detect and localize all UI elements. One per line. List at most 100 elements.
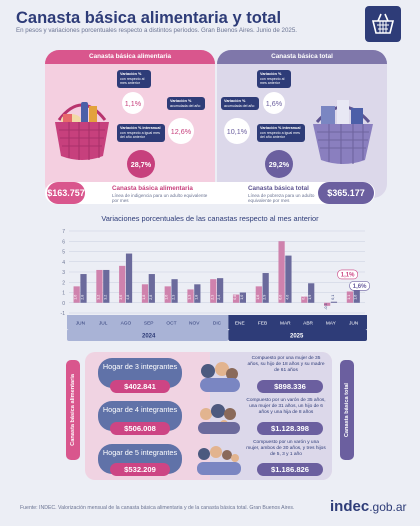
y-tick-label: 6 bbox=[62, 239, 65, 245]
bar-cbt bbox=[148, 274, 155, 303]
bar-value-label: 1,6 bbox=[165, 295, 169, 300]
bar-cbt bbox=[80, 274, 87, 303]
year-label: 2024 bbox=[142, 334, 156, 340]
y-tick-label: 4 bbox=[62, 260, 65, 266]
y-tick-label: 0 bbox=[62, 301, 65, 307]
x-tick-label: MAR bbox=[280, 321, 291, 327]
cba-var-month-tag: Variación % con respecto al mes anterior bbox=[117, 70, 151, 88]
hogar-3-desc: Compuesto por una mujer de 35 años, su h… bbox=[247, 356, 325, 373]
bar-value-label: -0,3 bbox=[324, 304, 328, 310]
bar-cbt bbox=[308, 283, 315, 303]
basket-icon bbox=[365, 6, 401, 42]
x-tick-label: JUL bbox=[99, 321, 108, 327]
bar-cbt bbox=[262, 273, 269, 303]
cbt-var-year-title: Variación % interanual bbox=[260, 126, 301, 130]
cba-var-year-title: Variación % interanual bbox=[120, 126, 161, 130]
bar-cbt bbox=[285, 255, 292, 303]
bar-cba bbox=[210, 279, 217, 303]
bar-cba bbox=[346, 291, 354, 303]
hogar-4-cbt: $1.128.398 bbox=[257, 422, 323, 435]
bar-value-label: 1,3 bbox=[188, 295, 192, 300]
cbt-var-year-value: 29,2% bbox=[265, 150, 293, 178]
x-tick-label: JUN bbox=[76, 321, 86, 327]
side-label-cbt: Canasta básica total bbox=[340, 360, 354, 460]
cba-var-accum-sub: acumulada del año bbox=[170, 103, 201, 108]
indec-logo[interactable]: indec.gob.ar bbox=[330, 498, 407, 515]
bar-value-label: 1,6 bbox=[256, 295, 260, 300]
cba-price: $163.757 bbox=[47, 182, 85, 204]
bar-value-label: 3,6 bbox=[119, 295, 123, 300]
cba-var-month-title: Variación % bbox=[120, 72, 142, 76]
cba-summary-sub: Línea de indigencia para un adulto equiv… bbox=[112, 193, 208, 203]
bar-value-label: 2,3 bbox=[210, 295, 214, 300]
bar-cba bbox=[232, 294, 240, 303]
bar-value-label: 2,3 bbox=[172, 295, 176, 300]
family-4-icon bbox=[198, 404, 240, 434]
cba-var-month-value: 1,1% bbox=[122, 92, 144, 114]
hogar-4-desc: Compuesto por un varón de 35 años, una m… bbox=[246, 398, 326, 415]
monthly-variation-chart: -1 0 1 2 3 4 5 6 7 1,6 3,2 3,6 1,8 1,6 1,3 2,3 0,8 1,6 6,0… bbox=[61, 229, 370, 341]
family-3-icon bbox=[200, 362, 240, 392]
bar-value-label: 1,8 bbox=[194, 295, 198, 300]
bar-cbt bbox=[103, 269, 110, 303]
x-tick-label: DIC bbox=[213, 321, 222, 327]
bar-value-label: 1,6 bbox=[354, 295, 358, 300]
x-tick-label: SEP bbox=[144, 321, 154, 327]
cba-summary-title: Canasta básica alimentaria bbox=[112, 185, 193, 192]
highlight-cbt-label: 1,6% bbox=[353, 284, 367, 290]
bar-value-label: 1,9 bbox=[308, 295, 312, 300]
y-tick-label: 3 bbox=[62, 270, 65, 276]
side-label-cbt-text: Canasta básica total bbox=[344, 382, 350, 438]
bar-cba bbox=[324, 302, 331, 306]
food-basket-icon bbox=[55, 102, 109, 160]
bar-cba bbox=[187, 289, 194, 303]
bar-value-label: 3,2 bbox=[96, 295, 100, 300]
bar-value-label: 3,2 bbox=[103, 295, 107, 300]
x-tick-label: JUN bbox=[349, 321, 359, 327]
bar-cbt bbox=[239, 292, 246, 303]
y-tick-label: 2 bbox=[62, 280, 65, 286]
cbt-var-month-title: Variación % bbox=[260, 72, 282, 76]
bar-cbt bbox=[330, 301, 338, 303]
side-label-cba-text: Canasta básica alimentaria bbox=[70, 374, 76, 446]
x-tick-label: ABR bbox=[303, 321, 313, 327]
cba-var-accum-title: Variación % bbox=[170, 99, 192, 103]
bar-cba bbox=[119, 265, 126, 303]
cba-var-year-tag: Variación % interanual con respecto a ig… bbox=[117, 124, 165, 142]
year-band-2024 bbox=[67, 329, 229, 341]
goods-basket-icon bbox=[313, 100, 373, 164]
cbt-var-month-tag: Variación % con respecto al mes anterior bbox=[257, 70, 291, 88]
indec-logo-suffix: .gob.ar bbox=[369, 500, 407, 514]
bar-value-label: 1,6 bbox=[74, 295, 78, 300]
cbt-var-year-sub: con respecto a igual mes del año anterio… bbox=[260, 130, 300, 140]
cbt-var-accum-sub: acumulada del año bbox=[224, 103, 255, 108]
bar-value-label: 4,6 bbox=[285, 295, 289, 300]
bar-cbt bbox=[217, 278, 224, 303]
summary-bar bbox=[45, 182, 375, 204]
highlight-cba-label: 1,1% bbox=[341, 272, 355, 278]
hogar-3-cbt: $898.336 bbox=[257, 380, 323, 393]
x-tick-label: AGO bbox=[121, 321, 132, 327]
cbt-panel: Canasta básica total 1,6% Variación % co… bbox=[217, 50, 387, 198]
cbt-var-month-sub: con respecto al mes anterior bbox=[260, 76, 285, 86]
bar-value-label: 2,8 bbox=[81, 295, 85, 300]
cbt-var-accum-value: 10,1% bbox=[224, 118, 250, 144]
footer-source: Fuente: INDEC. Valorización mensual de l… bbox=[20, 505, 295, 511]
x-tick-label: MAY bbox=[326, 321, 337, 327]
cba-panel-title: Canasta básica alimentaria bbox=[45, 50, 215, 64]
page-subtitle: En pesos y variaciones porcentuales resp… bbox=[16, 27, 298, 34]
cbt-var-month-value: 1,6% bbox=[263, 92, 285, 114]
bar-cba bbox=[278, 241, 285, 303]
hogar-4-cba: $506.008 bbox=[110, 422, 170, 435]
year-band-2025 bbox=[228, 329, 367, 341]
bar-cba bbox=[73, 286, 80, 303]
bar-cba bbox=[164, 286, 171, 303]
bar-value-label: 6,0 bbox=[279, 295, 283, 300]
hogar-5-desc: Compuesto por un varón y una mujer, ambo… bbox=[246, 440, 326, 457]
y-tick-label: 5 bbox=[62, 250, 65, 256]
axis-band-2024 bbox=[67, 315, 229, 329]
bar-value-label: 4,8 bbox=[126, 295, 130, 300]
x-tick-label: ENE bbox=[235, 321, 245, 327]
indec-logo-main: indec bbox=[330, 498, 370, 515]
x-tick-label: FEB bbox=[258, 321, 267, 327]
